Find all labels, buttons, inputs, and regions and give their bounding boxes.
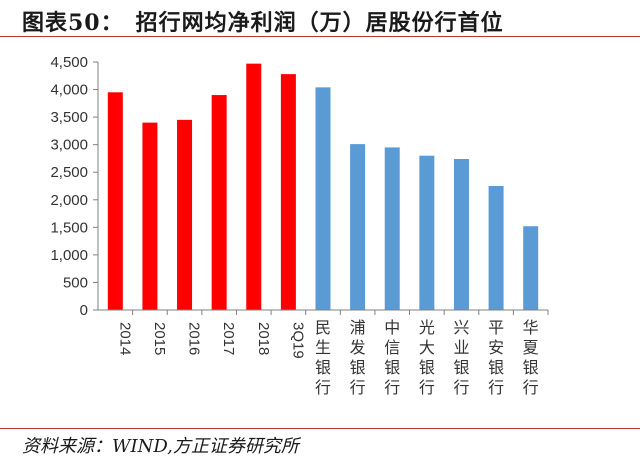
y-tick-label: 0: [80, 302, 88, 319]
x-tick-label: 中信银行: [384, 319, 400, 397]
x-tick-label: 2015: [151, 322, 168, 355]
bar-series: [107, 63, 539, 311]
y-tick-label: 3,500: [50, 109, 88, 126]
y-axis: 0 500 1,000 1,500 2,000 2,500 3,000 3,500 4,000 4…: [50, 54, 99, 319]
x-tick-label: 平安银行: [488, 320, 504, 397]
bar: [523, 226, 539, 310]
x-tick-label: 3Q19: [289, 322, 306, 359]
y-tick-label: 500: [63, 274, 88, 291]
x-axis: 2014 2015 2016 2017 2018 3Q19 民生银行 浦发银行 中信银行 光大银行…: [98, 309, 549, 397]
y-tick-label: 2,500: [50, 164, 88, 181]
bar: [107, 92, 123, 310]
bar: [280, 74, 296, 310]
x-tick-label: 2018: [255, 322, 272, 355]
bar: [211, 95, 227, 310]
y-tick-label: 4,000: [50, 82, 88, 99]
bar: [384, 147, 400, 310]
x-tick-label: 2017: [220, 322, 237, 355]
y-tick-label: 1,500: [50, 219, 88, 236]
x-tick-label: 2014: [116, 322, 133, 355]
chart-title: 图表50： 招行网均净利润（万）居股份行首位: [22, 10, 504, 36]
bar-chart: 0 500 1,000 1,500 2,000 2,500 3,000 3,500 4,000 4…: [50, 54, 549, 397]
x-tick-label: 光大银行: [419, 319, 435, 397]
y-tick-label: 1,000: [50, 247, 88, 264]
bar: [419, 155, 435, 310]
x-tick-label: 浦发银行: [350, 319, 366, 397]
title-divider: [0, 36, 640, 37]
y-tick-label: 4,500: [50, 54, 88, 71]
bar: [453, 158, 469, 310]
x-tick-label: 兴业银行: [453, 319, 469, 397]
bar: [315, 87, 331, 311]
bar: [488, 186, 504, 310]
bar: [350, 144, 366, 310]
bar: [177, 119, 193, 310]
x-tick-label: 民生银行: [315, 320, 331, 397]
bar: [142, 122, 158, 310]
x-tick-label: 2016: [186, 322, 203, 355]
source-divider: [0, 428, 640, 429]
bar: [246, 63, 262, 310]
source-note: 资料来源：WIND,方正证券研究所: [22, 436, 299, 457]
y-tick-label: 3,000: [50, 137, 88, 154]
y-tick-label: 2,000: [50, 192, 88, 209]
x-tick-label: 华夏银行: [523, 319, 539, 397]
